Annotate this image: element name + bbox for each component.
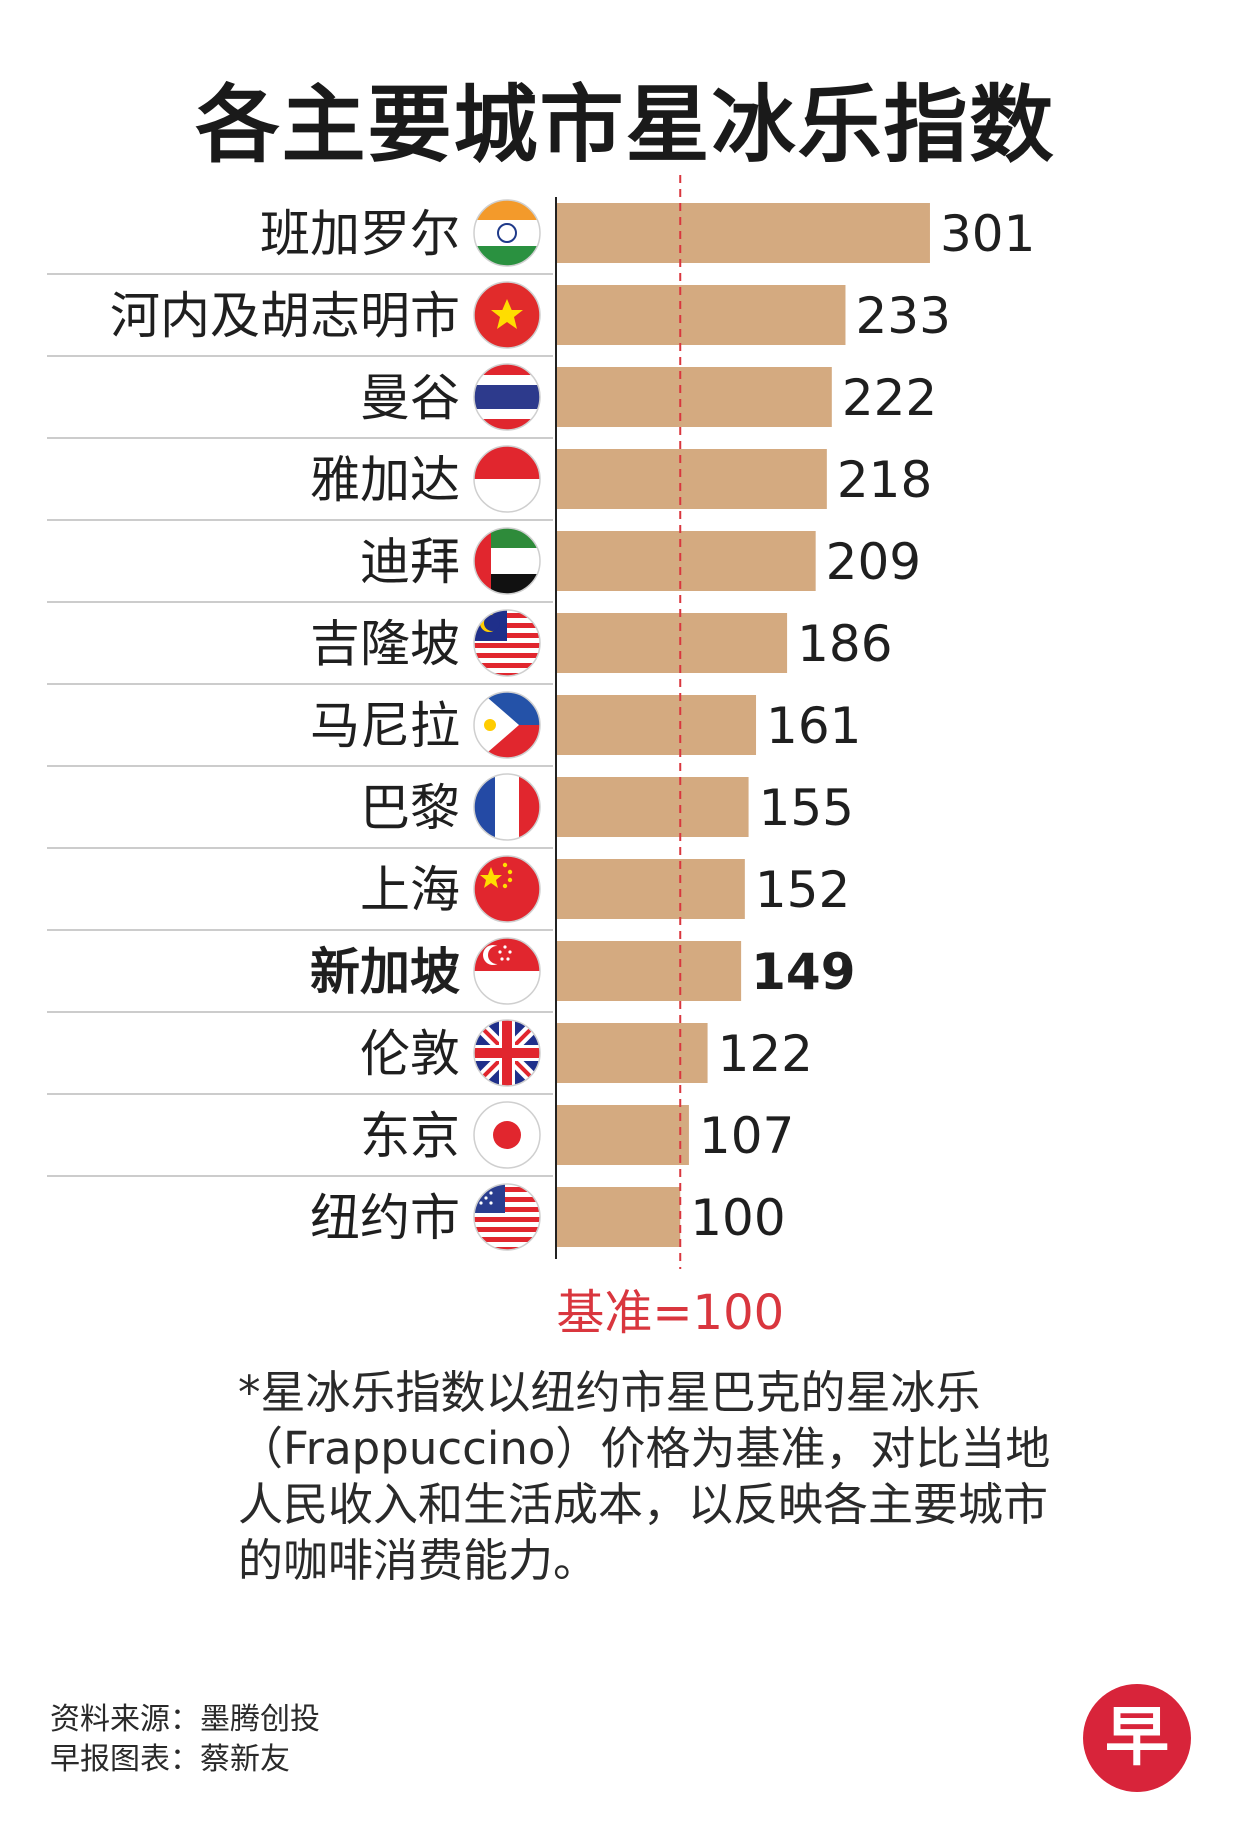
page-title: 各主要城市星冰乐指数	[195, 76, 1056, 174]
malaysia-flag-icon	[473, 609, 541, 677]
city-label: 东京	[360, 1107, 460, 1165]
india-flag-icon	[473, 199, 541, 267]
city-label: 吉隆坡	[310, 615, 460, 673]
bar	[556, 777, 749, 837]
value-label: 161	[766, 697, 861, 755]
france-flag-icon	[473, 773, 541, 841]
bar	[556, 367, 832, 427]
uk-flag-icon	[473, 1019, 541, 1087]
city-label: 新加坡	[310, 943, 460, 1001]
value-label: 149	[751, 943, 855, 1001]
chart-credit: 早报图表：蔡新友	[50, 1742, 290, 1777]
city-label: 河内及胡志明市	[110, 287, 460, 345]
zaobao-logo-icon: 早	[1083, 1684, 1191, 1792]
value-label: 222	[842, 369, 937, 427]
city-label: 雅加达	[310, 451, 460, 509]
value-label: 209	[826, 533, 921, 591]
value-label: 233	[855, 287, 950, 345]
japan-flag-icon	[473, 1101, 541, 1169]
value-label: 218	[837, 451, 932, 509]
china-flag-icon	[473, 855, 541, 923]
philippines-flag-icon	[473, 691, 541, 759]
bar-chart: 301 班加罗尔 233 河内及胡志明市 222 曼谷 218 雅加达 209 迪拜 186 吉隆坡 1…	[47, 175, 1035, 1340]
city-label: 伦敦	[360, 1025, 460, 1083]
city-label: 曼谷	[360, 369, 460, 427]
bar	[556, 941, 742, 1001]
value-label: 155	[759, 779, 854, 837]
bar	[556, 449, 827, 509]
bar	[556, 531, 816, 591]
bar	[556, 859, 745, 919]
city-label: 迪拜	[360, 533, 460, 591]
city-label: 纽约市	[310, 1189, 460, 1247]
value-label: 100	[690, 1189, 785, 1247]
bar	[556, 1187, 681, 1247]
singapore-flag-icon	[473, 937, 541, 1005]
indonesia-flag-icon	[473, 445, 541, 513]
value-label: 301	[940, 205, 1035, 263]
bar	[556, 613, 788, 673]
baseline-label: 基准=100	[556, 1285, 784, 1340]
footnote: *星冰乐指数以纽约市星巴克的星冰乐（Frappuccino）价格为基准，对比当地…	[238, 1366, 1051, 1587]
value-label: 152	[755, 861, 850, 919]
usa-flag-icon	[473, 1183, 541, 1251]
bar	[556, 695, 757, 755]
source-credit: 资料来源：墨腾创投	[50, 1702, 320, 1737]
city-label: 班加罗尔	[260, 205, 460, 263]
value-label: 186	[797, 615, 892, 673]
city-label: 上海	[360, 861, 460, 919]
value-label: 122	[718, 1025, 813, 1083]
thailand-flag-icon	[473, 363, 541, 431]
bar	[556, 285, 846, 345]
city-label: 马尼拉	[310, 697, 460, 755]
vietnam-flag-icon	[473, 281, 541, 349]
city-label: 巴黎	[360, 779, 460, 837]
credits: 资料来源：墨腾创投 早报图表：蔡新友	[50, 1700, 320, 1780]
value-label: 107	[699, 1107, 794, 1165]
bar	[556, 1105, 689, 1165]
bar	[556, 1023, 708, 1083]
uae-flag-icon	[473, 527, 541, 595]
bar	[556, 203, 930, 263]
